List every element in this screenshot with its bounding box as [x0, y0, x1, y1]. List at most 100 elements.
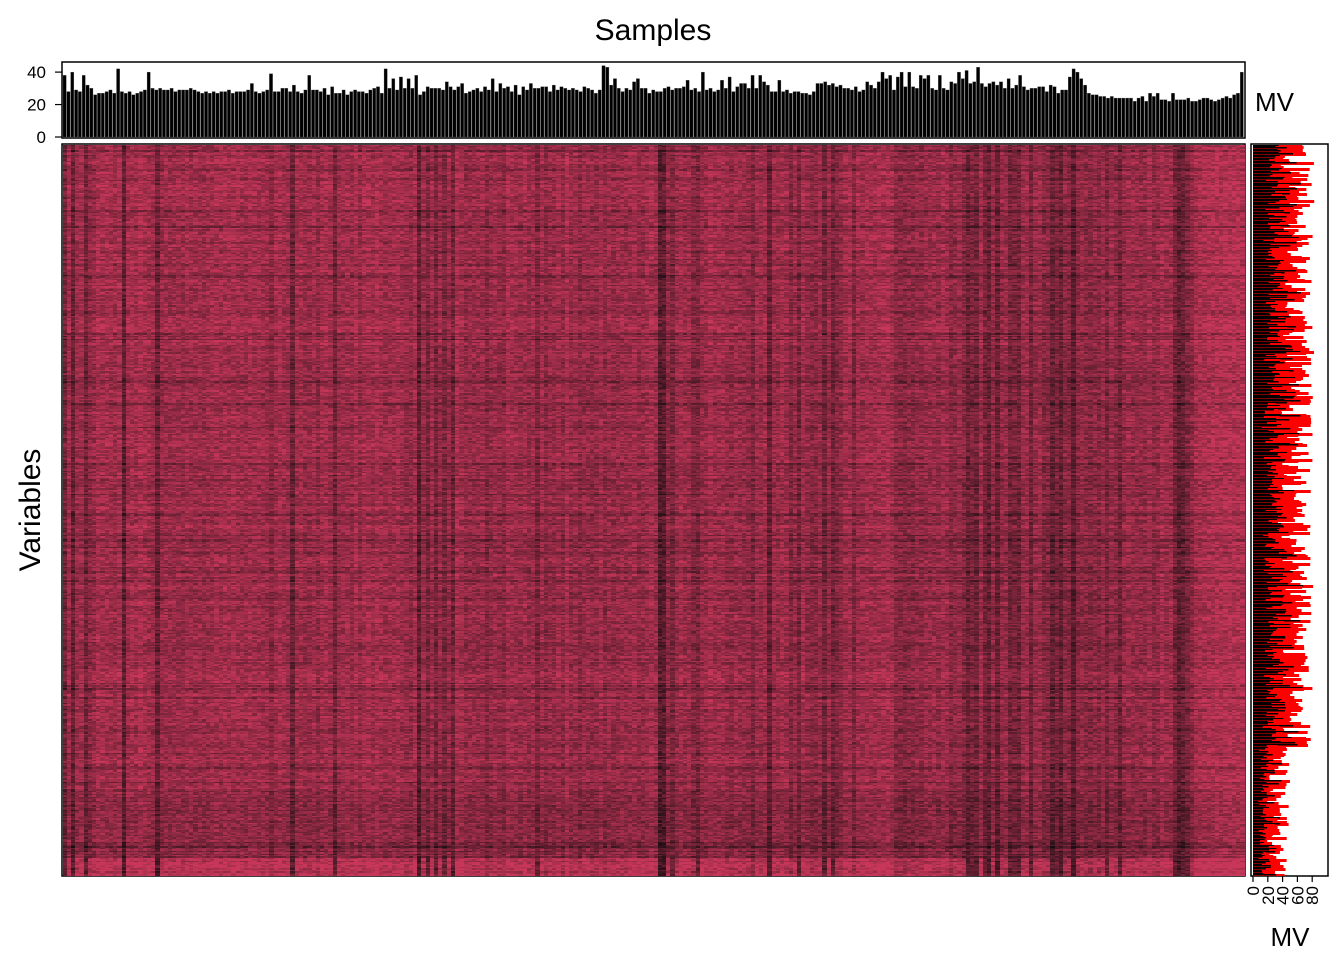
sample-mv-bar [1136, 97, 1141, 138]
sample-mv-bar [647, 93, 652, 138]
sample-mv-bar [536, 88, 541, 138]
sample-mv-bar [166, 89, 170, 138]
sample-mv-bar [116, 68, 120, 138]
sample-mv-bar [548, 91, 552, 138]
sample-mv-bar [961, 78, 965, 138]
sample-mv-bar [177, 89, 182, 138]
sample-mv-bar [448, 86, 453, 138]
sample-mv-bar [66, 91, 71, 138]
sample-mv-bar [552, 84, 556, 138]
sample-mv-bar [81, 75, 86, 138]
sample-mv-bar [991, 81, 996, 138]
sample-mv-bar [89, 88, 94, 138]
sample-mv-bar [639, 88, 644, 138]
sample-mv-bar [1041, 86, 1045, 138]
sample-mv-bar [609, 84, 613, 138]
sample-mv-bar [1098, 96, 1103, 138]
sample-mv-bar [1220, 97, 1225, 138]
sample-mv-bar [1060, 89, 1064, 138]
sample-mv-bar [746, 88, 751, 138]
top-y-axis: 0 20 40 [27, 63, 62, 147]
sample-mv-bar [85, 84, 90, 138]
sample-mv-bar [586, 88, 590, 138]
sample-mv-bar [1129, 97, 1133, 138]
sample-mv-bar [406, 78, 411, 138]
sample-mv-bar [861, 89, 866, 138]
sample-mv-bar [559, 86, 564, 138]
sample-mv-bar [957, 71, 961, 138]
sample-mv-bar [1197, 99, 1202, 138]
sample-mv-bar [391, 78, 396, 138]
sample-mv-bar [494, 91, 499, 138]
sample-mv-bar [1010, 88, 1015, 138]
sample-mv-bar [510, 91, 514, 138]
sample-mv-bar [930, 88, 934, 138]
sample-mv-bar [754, 88, 759, 138]
x-tick-label: 40 [1274, 886, 1293, 905]
sample-mv-bar [613, 78, 617, 138]
sample-mv-bar [276, 91, 281, 138]
sample-mv-bar [720, 80, 724, 138]
sample-mv-bar [422, 91, 426, 138]
sample-mv-bar [246, 89, 250, 138]
sample-mv-bar [529, 83, 533, 138]
sample-mv-bar [1014, 84, 1019, 138]
sample-mv-bar [964, 70, 969, 138]
sample-mv-bar [1121, 97, 1126, 138]
sample-mv-bar [938, 75, 942, 138]
sample-mv-bar [173, 91, 178, 138]
sample-mv-bar [777, 80, 782, 138]
x-tick-label: 60 [1288, 886, 1307, 905]
sample-mv-bar [659, 91, 663, 138]
sample-mv-bar [758, 75, 762, 138]
sample-mv-bar [418, 94, 422, 138]
right-row-bars [1252, 145, 1328, 876]
sample-mv-bar [1071, 68, 1076, 138]
sample-mv-bar [135, 93, 139, 138]
sample-mv-bar [143, 89, 147, 138]
sample-mv-bar [750, 75, 755, 138]
sample-mv-bar [540, 86, 545, 138]
sample-mv-bar [452, 89, 457, 138]
sample-mv-bar [597, 89, 602, 138]
sample-mv-bar [792, 91, 797, 138]
sample-mv-bar [261, 91, 266, 138]
sample-mv-bar [1152, 96, 1156, 138]
sample-mv-bar [674, 88, 678, 138]
sample-mv-bar [1117, 97, 1122, 138]
sample-mv-bar [995, 84, 999, 138]
sample-mv-bar [678, 88, 682, 138]
sample-mv-bar [590, 89, 594, 138]
sample-mv-bar [345, 94, 350, 138]
sample-mv-bar [242, 91, 247, 138]
x-tick-label: 80 [1303, 886, 1322, 905]
sample-mv-bar [865, 81, 869, 138]
sample-mv-bar [154, 89, 159, 138]
sample-mv-bar [1033, 88, 1038, 138]
sample-mv-bar [425, 86, 430, 138]
sample-mv-bar [1003, 88, 1007, 138]
sample-mv-bar [846, 88, 850, 138]
sample-mv-bar [1182, 99, 1187, 138]
sample-mv-bar [1064, 89, 1068, 138]
sample-mv-bar [303, 89, 308, 138]
sample-mv-bar [1052, 86, 1057, 138]
sample-mv-bar [1201, 97, 1206, 138]
sample-mv-bar [785, 89, 789, 138]
sample-mv-bar [219, 91, 224, 138]
sample-mv-bar [387, 88, 392, 138]
sample-mv-bar [727, 76, 732, 138]
sample-mv-bar [204, 91, 208, 138]
sample-mv-bar [915, 88, 919, 138]
sample-mv-bar [854, 86, 858, 138]
sample-mv-bar [555, 89, 560, 138]
sample-mv-bar [376, 86, 380, 138]
sample-mv-bar [999, 81, 1003, 138]
x-tick-label: 0 [1244, 886, 1263, 895]
sample-mv-bar [532, 88, 537, 138]
sample-mv-bar [1175, 99, 1179, 138]
sample-mv-bar [1087, 93, 1091, 138]
sample-mv-bar [223, 91, 227, 138]
sample-mv-bar [196, 91, 201, 138]
heatmap-frame [61, 143, 1246, 877]
